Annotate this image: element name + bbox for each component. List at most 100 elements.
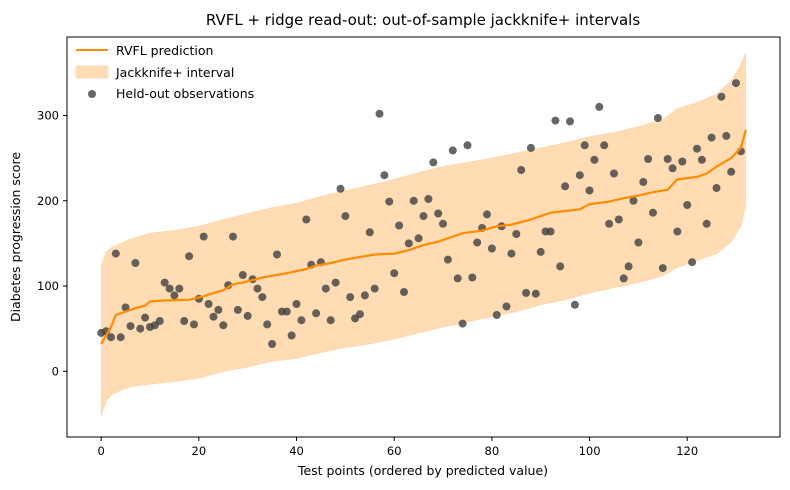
observation-point-44 xyxy=(312,309,321,318)
observation-point-27 xyxy=(229,232,237,241)
observation-point-109 xyxy=(629,196,638,205)
x-axis-ticks: 0 20 40 60 80 100 120 xyxy=(98,437,698,458)
observation-point-65 xyxy=(414,234,423,243)
observation-point-62 xyxy=(400,288,408,296)
observation-point-69 xyxy=(434,209,443,218)
observation-point-111 xyxy=(639,178,648,186)
observation-point-85 xyxy=(512,230,521,238)
observation-point-63 xyxy=(404,239,413,248)
observation-point-5 xyxy=(121,303,130,312)
legend-band-swatch xyxy=(75,65,109,79)
observation-point-83 xyxy=(502,302,511,311)
observation-point-118 xyxy=(673,227,682,236)
observation-point-55 xyxy=(365,228,374,237)
observation-point-98 xyxy=(575,171,584,180)
observation-point-66 xyxy=(419,212,428,221)
prediction-line xyxy=(100,129,747,345)
observation-point-28 xyxy=(233,305,242,314)
observation-point-117 xyxy=(668,164,677,173)
observation-point-68 xyxy=(429,158,438,167)
observation-point-22 xyxy=(204,300,213,308)
observation-point-47 xyxy=(326,316,335,325)
observation-point-18 xyxy=(185,252,194,261)
observation-point-96 xyxy=(566,117,574,126)
observation-point-8 xyxy=(136,324,145,333)
observation-point-107 xyxy=(619,274,628,283)
observation-point-46 xyxy=(321,284,330,293)
observation-point-3 xyxy=(111,249,120,258)
observation-point-116 xyxy=(663,155,672,163)
observation-point-7 xyxy=(131,259,140,267)
observation-point-71 xyxy=(443,255,452,264)
observation-point-49 xyxy=(336,184,345,193)
observation-point-127 xyxy=(717,92,726,101)
observation-point-21 xyxy=(199,232,208,241)
observation-point-114 xyxy=(653,114,662,122)
observation-point-100 xyxy=(585,186,594,195)
observation-point-59 xyxy=(385,197,394,206)
plot-frame xyxy=(66,36,781,438)
observation-point-108 xyxy=(624,262,633,271)
observation-point-115 xyxy=(658,264,667,273)
observation-point-122 xyxy=(693,144,701,153)
observation-point-19 xyxy=(190,320,198,329)
observation-point-57 xyxy=(375,109,384,118)
y-tick-label-300: 300 xyxy=(37,108,59,122)
interval-band-layer xyxy=(100,53,747,416)
observations-layer xyxy=(97,79,745,348)
y-tick-label-0: 0 xyxy=(52,364,59,378)
observation-point-113 xyxy=(649,208,657,217)
observation-point-84 xyxy=(507,249,516,258)
observation-point-130 xyxy=(732,79,740,88)
observation-point-73 xyxy=(453,274,462,283)
jackknife-interval-band xyxy=(100,53,747,416)
observation-point-34 xyxy=(263,320,272,329)
observation-point-50 xyxy=(341,212,350,221)
observation-point-76 xyxy=(468,273,477,282)
observation-point-61 xyxy=(395,221,404,230)
observation-point-56 xyxy=(370,284,379,293)
y-axis-label: Diabetes progression score xyxy=(8,152,23,322)
observation-point-110 xyxy=(634,238,643,247)
x-tick-label-60: 60 xyxy=(387,444,402,458)
observation-point-38 xyxy=(282,307,291,316)
legend: RVFL prediction Jackknife+ interval Held… xyxy=(75,43,254,101)
observation-point-54 xyxy=(360,291,369,300)
observation-point-112 xyxy=(644,155,653,163)
legend-points-swatch xyxy=(88,90,96,98)
observation-point-25 xyxy=(219,321,228,330)
observation-point-48 xyxy=(331,278,340,287)
observation-point-72 xyxy=(448,146,457,155)
observation-point-124 xyxy=(702,219,711,228)
observation-point-4 xyxy=(116,333,125,342)
prediction-line-layer xyxy=(100,129,747,345)
observation-point-101 xyxy=(590,155,599,164)
observation-point-121 xyxy=(688,258,697,267)
observation-point-32 xyxy=(253,284,262,293)
observation-point-9 xyxy=(141,313,150,322)
observation-point-2 xyxy=(107,333,115,342)
observation-point-103 xyxy=(600,141,609,150)
observation-point-33 xyxy=(258,293,267,302)
observation-point-51 xyxy=(346,293,355,302)
observation-point-79 xyxy=(483,210,491,219)
observation-point-15 xyxy=(170,291,179,300)
observation-point-14 xyxy=(165,284,174,293)
observation-point-53 xyxy=(356,310,364,319)
legend-points-label: Held-out observations xyxy=(116,86,254,101)
observation-point-125 xyxy=(707,133,716,142)
observation-point-13 xyxy=(160,278,169,287)
observation-point-64 xyxy=(409,196,418,205)
observation-point-40 xyxy=(292,300,301,308)
observation-point-123 xyxy=(697,155,706,164)
observation-point-120 xyxy=(683,201,692,209)
observation-point-42 xyxy=(302,215,311,224)
observation-point-89 xyxy=(531,289,540,298)
observation-point-87 xyxy=(522,288,531,297)
y-axis-ticks: 0 100 200 300 xyxy=(37,108,67,378)
y-tick-label-100: 100 xyxy=(37,279,59,293)
observation-point-16 xyxy=(175,284,184,293)
x-tick-label-80: 80 xyxy=(485,444,500,458)
x-tick-label-20: 20 xyxy=(192,444,207,458)
